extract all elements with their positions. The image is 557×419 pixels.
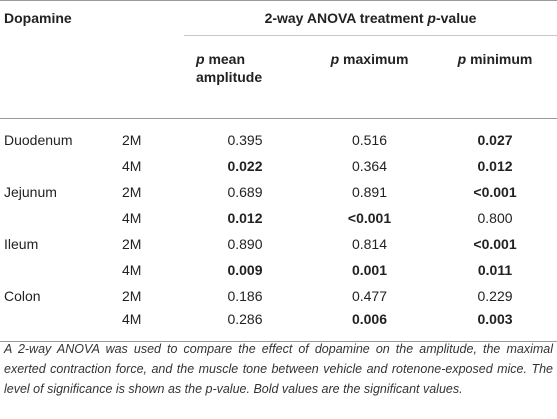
tissue-cell bbox=[0, 205, 118, 231]
tissue-cell bbox=[0, 309, 118, 342]
col-header-label: mean bbox=[204, 51, 246, 67]
tissue-cell: Duodenum bbox=[4, 132, 73, 148]
p-maximum-cell: 0.891 bbox=[351, 184, 388, 200]
p-minimum-cell: 0.003 bbox=[433, 309, 557, 342]
age-header-blank bbox=[118, 0, 184, 36]
p-minimum-cell: <0.001 bbox=[473, 236, 517, 252]
p-minimum-cell: 0.027 bbox=[477, 132, 513, 148]
p-mean-amplitude-cell: 0.186 bbox=[227, 288, 263, 304]
col-header-maximum: p maximum bbox=[306, 35, 433, 119]
table-row: 4M 0.012 <0.001 0.800 bbox=[0, 205, 557, 231]
age-cell: 4M bbox=[122, 210, 142, 226]
p-maximum-cell: 0.006 bbox=[306, 309, 433, 342]
p-maximum-cell: <0.001 bbox=[347, 210, 392, 226]
tissue-subheader-blank bbox=[0, 35, 118, 119]
anova-group-header: 2-way ANOVA treatment p-value bbox=[184, 0, 557, 36]
age-cell: 4M bbox=[118, 309, 184, 342]
anova-group-italic: p bbox=[427, 10, 436, 26]
anova-group-suffix: -value bbox=[435, 10, 477, 26]
table-footnote: A 2-way ANOVA was used to compare the ef… bbox=[4, 341, 553, 396]
age-cell: 2M bbox=[122, 236, 142, 252]
table-row: 4M 0.009 0.001 0.011 bbox=[0, 257, 557, 283]
anova-results-table: Dopamine 2-way ANOVA treatment p-value p… bbox=[0, 0, 557, 342]
col-header-p-symbol: p bbox=[330, 51, 340, 67]
p-mean-amplitude-cell: 0.286 bbox=[184, 309, 306, 342]
table-row: Jejunum 2M 0.689 0.891 <0.001 bbox=[0, 179, 557, 205]
col-header-minimum: p minimum bbox=[433, 35, 557, 119]
tissue-cell: Colon bbox=[4, 288, 41, 304]
age-cell: 2M bbox=[122, 288, 142, 304]
p-mean-amplitude-cell: 0.395 bbox=[227, 132, 263, 148]
header-row-top: Dopamine 2-way ANOVA treatment p-value bbox=[0, 0, 557, 36]
p-minimum-cell: 0.800 bbox=[477, 210, 513, 226]
p-minimum-cell: <0.001 bbox=[473, 184, 517, 200]
header-row-columns: p mean amplitude p maximum p minimum bbox=[0, 35, 557, 119]
p-maximum-cell: 0.477 bbox=[351, 288, 388, 304]
age-cell: 4M bbox=[122, 262, 142, 278]
results-table-container: Dopamine 2-way ANOVA treatment p-value p… bbox=[0, 0, 557, 342]
p-maximum-cell: 0.814 bbox=[351, 236, 388, 252]
row-label-header: Dopamine bbox=[0, 0, 118, 36]
col-header-mean-amplitude: p mean amplitude bbox=[184, 35, 306, 119]
table-row: 4M 0.286 0.006 0.003 bbox=[0, 309, 557, 342]
col-header-p-symbol: p bbox=[457, 51, 467, 67]
table-row: Ileum 2M 0.890 0.814 <0.001 bbox=[0, 231, 557, 257]
p-mean-amplitude-cell: 0.009 bbox=[227, 262, 263, 278]
tissue-cell bbox=[0, 153, 118, 179]
p-mean-amplitude-cell: 0.890 bbox=[227, 236, 263, 252]
tissue-cell: Ileum bbox=[4, 236, 39, 252]
p-minimum-cell: 0.229 bbox=[477, 288, 513, 304]
p-mean-amplitude-cell: 0.689 bbox=[227, 184, 263, 200]
p-minimum-cell: 0.012 bbox=[477, 158, 513, 174]
table-row: Duodenum 2M 0.395 0.516 0.027 bbox=[0, 119, 557, 154]
p-minimum-cell: 0.011 bbox=[477, 262, 513, 278]
col-header-label: maximum bbox=[339, 51, 409, 67]
tissue-cell: Jejunum bbox=[4, 184, 57, 200]
age-subheader-blank bbox=[118, 35, 184, 119]
age-cell: 4M bbox=[122, 158, 142, 174]
col-header-p-symbol: p bbox=[196, 51, 205, 67]
p-mean-amplitude-cell: 0.012 bbox=[227, 210, 263, 226]
age-cell: 2M bbox=[122, 132, 142, 148]
col-header-label: minimum bbox=[466, 51, 533, 67]
p-mean-amplitude-cell: 0.022 bbox=[227, 158, 263, 174]
col-header-label-line2: amplitude bbox=[196, 69, 263, 85]
table-row: 4M 0.022 0.364 0.012 bbox=[0, 153, 557, 179]
age-cell: 2M bbox=[122, 184, 142, 200]
p-maximum-cell: 0.364 bbox=[351, 158, 388, 174]
anova-group-prefix: 2-way ANOVA treatment bbox=[264, 10, 428, 26]
p-maximum-cell: 0.516 bbox=[351, 132, 388, 148]
p-maximum-cell: 0.001 bbox=[351, 262, 388, 278]
tissue-cell bbox=[0, 257, 118, 283]
table-row: Colon 2M 0.186 0.477 0.229 bbox=[0, 283, 557, 309]
